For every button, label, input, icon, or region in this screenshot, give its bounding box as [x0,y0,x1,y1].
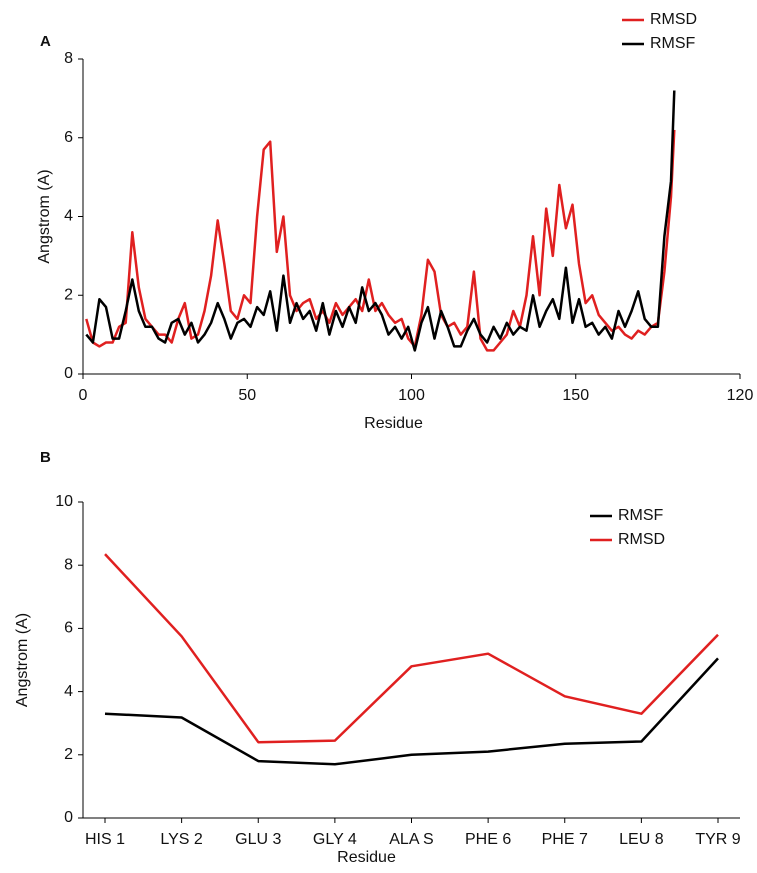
y-tick-label: 0 [64,365,73,382]
y-tick-label: 2 [64,286,73,303]
x-tick-label: 50 [238,387,256,404]
series-line [85,90,676,352]
x-tick-label: GLU 3 [235,831,281,848]
legend-label: RMSD [650,11,697,28]
y-tick-label: 4 [64,208,73,225]
y-tick-label: 2 [64,746,73,763]
x-tick-label: ALA S [389,831,433,848]
x-tick-label: LEU 8 [619,831,664,848]
legend-label: RMSF [650,35,696,52]
x-tick-label: 150 [562,387,589,404]
y-axis-label: Angstrom (A) [36,169,53,263]
legend-label: RMSD [618,531,665,548]
y-tick-label: 8 [64,556,73,573]
panel-label: A [40,33,51,50]
x-tick-label: PHE 7 [542,831,588,848]
x-axis-label: Residue [337,849,396,866]
x-tick-label: 100 [398,387,425,404]
x-axis-label: Residue [364,415,423,432]
series-line [104,553,719,744]
y-tick-label: 6 [64,129,73,146]
x-tick-label: LYS 2 [160,831,203,848]
x-tick-label: HIS 1 [85,831,125,848]
x-tick-label: 120 [727,387,754,404]
x-tick-label: 0 [79,387,88,404]
x-tick-label: TYR 9 [695,831,740,848]
y-tick-label: 0 [64,809,73,826]
series-line [85,129,676,352]
x-tick-label: PHE 6 [465,831,511,848]
panel-label: B [40,449,51,466]
y-tick-label: 10 [55,493,73,510]
y-tick-label: 6 [64,620,73,637]
x-tick-label: GLY 4 [313,831,357,848]
y-axis-label: Angstrom (A) [14,613,31,707]
series-line [104,657,719,766]
y-tick-label: 4 [64,683,73,700]
legend-label: RMSF [618,507,664,524]
y-tick-label: 8 [64,50,73,67]
